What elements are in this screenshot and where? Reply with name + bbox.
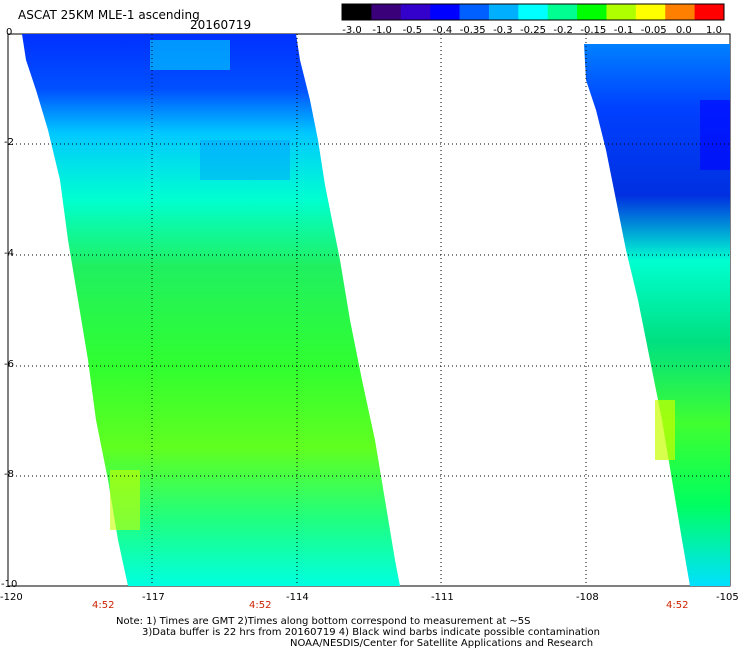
note-line-2: 3)Data buffer is 22 hrs from 20160719 4)… bbox=[142, 627, 600, 638]
colorbar-label: -0.2 bbox=[553, 25, 573, 36]
pass-time-label: 4:52 bbox=[249, 600, 272, 611]
colorbar-swatch bbox=[400, 4, 431, 20]
colorbar-swatch bbox=[430, 4, 461, 20]
colorbar-label: -0.3 bbox=[493, 25, 513, 36]
colorbar-swatch bbox=[635, 4, 666, 20]
y-tick-label: 0 bbox=[6, 27, 13, 38]
colorbar-swatch bbox=[342, 4, 372, 20]
colorbar-swatch bbox=[371, 4, 402, 20]
swath-left-patch bbox=[150, 40, 230, 70]
x-tick-label: -111 bbox=[431, 592, 454, 603]
map-date: 20160719 bbox=[190, 18, 252, 32]
colorbar-label: -0.15 bbox=[580, 25, 606, 36]
x-tick-label: -117 bbox=[142, 592, 165, 603]
pass-time-label: 4:52 bbox=[666, 600, 689, 611]
colorbar-swatch bbox=[577, 4, 607, 20]
y-tick-label: -4 bbox=[4, 248, 14, 259]
colorbar-label: 0.0 bbox=[676, 25, 692, 36]
colorbar-swatch bbox=[665, 4, 696, 20]
colorbar-swatch bbox=[694, 4, 725, 20]
swath-left-patch bbox=[200, 140, 290, 180]
x-tick-label: -105 bbox=[716, 592, 739, 603]
x-tick-label: -114 bbox=[286, 592, 309, 603]
y-tick-label: -10 bbox=[1, 579, 18, 590]
colorbar-label: -1.0 bbox=[372, 25, 392, 36]
colorbar-label: -0.1 bbox=[614, 25, 634, 36]
colorbar-label: -0.5 bbox=[403, 25, 423, 36]
swath-left-fill bbox=[22, 34, 400, 586]
pass-time-label: 4:52 bbox=[92, 600, 115, 611]
y-tick-label: -8 bbox=[4, 469, 14, 480]
swath-right-fill bbox=[584, 44, 730, 586]
y-tick-label: -6 bbox=[4, 359, 14, 370]
swath-right-patch bbox=[700, 100, 730, 170]
colorbar-swatch bbox=[488, 4, 519, 20]
colorbar bbox=[341, 3, 725, 21]
lat-lon-grid bbox=[8, 34, 730, 586]
colorbar-label: -0.35 bbox=[460, 25, 486, 36]
swath-right-patch bbox=[655, 400, 675, 460]
swath-left-patch bbox=[110, 470, 140, 530]
x-tick-label: -108 bbox=[576, 592, 599, 603]
colorbar-labels: -3.0 -1.0 -0.5 -0.4 -0.35 -0.3 -0.25 -0.2 -0.15-… bbox=[342, 25, 722, 36]
colorbar-border bbox=[341, 3, 725, 21]
colorbar-swatch bbox=[606, 4, 637, 20]
y-tick-label: -2 bbox=[4, 137, 14, 148]
colorbar-label: 1.0 bbox=[706, 25, 722, 36]
x-tick-label: -120 bbox=[0, 592, 23, 603]
note-line-1: Note: 1) Times are GMT 2)Times along bot… bbox=[116, 616, 531, 627]
colorbar-label: -0.4 bbox=[433, 25, 453, 36]
colorbar-label: -0.05 bbox=[641, 25, 667, 36]
colorbar-label: -3.0 bbox=[342, 25, 362, 36]
swath-left bbox=[22, 34, 400, 586]
colorbar-swatch bbox=[459, 4, 490, 20]
swath-right bbox=[584, 44, 730, 586]
map-title: ASCAT 25KM MLE-1 ascending bbox=[18, 8, 200, 22]
colorbar-label: -0.25 bbox=[520, 25, 546, 36]
colorbar-swatch bbox=[547, 4, 578, 20]
colorbar-swatch bbox=[518, 4, 549, 20]
note-line-3: NOAA/NESDIS/Center for Satellite Applica… bbox=[290, 638, 594, 649]
